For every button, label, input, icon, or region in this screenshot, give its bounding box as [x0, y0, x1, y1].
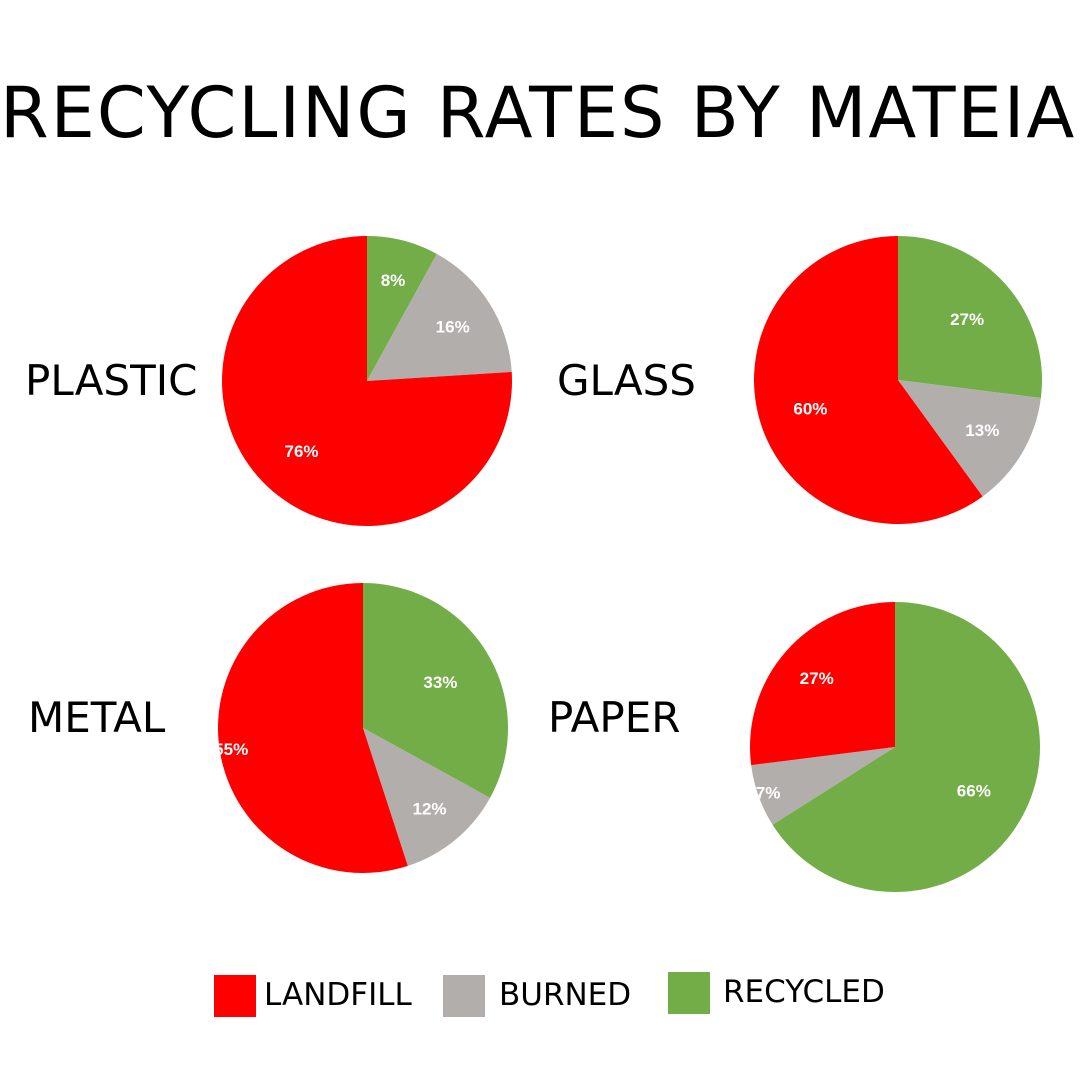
pie-label-glass-burned: 13%	[965, 421, 999, 440]
pie-label-metal-landfill: 55%	[214, 740, 248, 759]
pie-label-plastic-landfill: 76%	[284, 442, 318, 461]
pie-slice-paper-burned	[751, 747, 895, 825]
pie-chart-metal: 33% 12% 55%	[214, 583, 508, 873]
pie-label-plastic-burned: 16%	[436, 318, 470, 337]
pie-slice-paper-landfill	[749, 602, 895, 766]
pie-slice-metal-recycled	[363, 583, 508, 798]
pie-chart-plastic: 8% 16% 76%	[221, 236, 512, 526]
pie-title-glass: GLASS	[557, 356, 696, 405]
legend-swatch-recycled	[668, 972, 710, 1014]
pie-slice-plastic-landfill	[221, 236, 512, 526]
pie-slice-plastic-burned	[367, 253, 512, 381]
pie-slice-metal-landfill	[217, 583, 408, 873]
pie-label-plastic-recycled: 8%	[381, 271, 406, 290]
pie-slice-glass-landfill	[754, 236, 983, 525]
pie-slice-glass-recycled	[898, 236, 1042, 399]
pie-chart-glass: 27% 13% 60%	[754, 236, 1042, 525]
pie-slice-paper-recycled	[772, 601, 1041, 893]
pie-label-metal-recycled: 33%	[423, 673, 457, 692]
pie-label-glass-recycled: 27%	[950, 310, 984, 329]
legend-swatch-burned	[443, 975, 485, 1017]
pie-slice-glass-burned	[898, 380, 1041, 497]
pie-slice-plastic-recycled	[367, 236, 437, 381]
legend-label-recycled: RECYCLED	[723, 974, 885, 1010]
pie-label-glass-landfill: 60%	[793, 400, 827, 419]
pie-label-paper-recycled: 66%	[957, 781, 991, 800]
pie-label-metal-burned: 12%	[412, 799, 446, 818]
pie-label-paper-landfill: 27%	[800, 669, 834, 688]
pie-title-paper: PAPER	[548, 693, 681, 742]
chart-title: RECYCLING RATES BY MATEIAL	[0, 72, 1080, 154]
legend-label-landfill: LANDFILL	[264, 977, 412, 1013]
pie-label-paper-burned: 7%	[756, 784, 781, 803]
legend-label-burned: BURNED	[499, 977, 632, 1013]
legend-swatch-landfill	[214, 975, 256, 1017]
pie-title-plastic: PLASTIC	[25, 356, 198, 405]
pie-chart-paper: 66% 7% 27%	[749, 601, 1041, 893]
pie-title-metal: METAL	[28, 693, 166, 742]
pie-slice-metal-burned	[363, 728, 491, 866]
